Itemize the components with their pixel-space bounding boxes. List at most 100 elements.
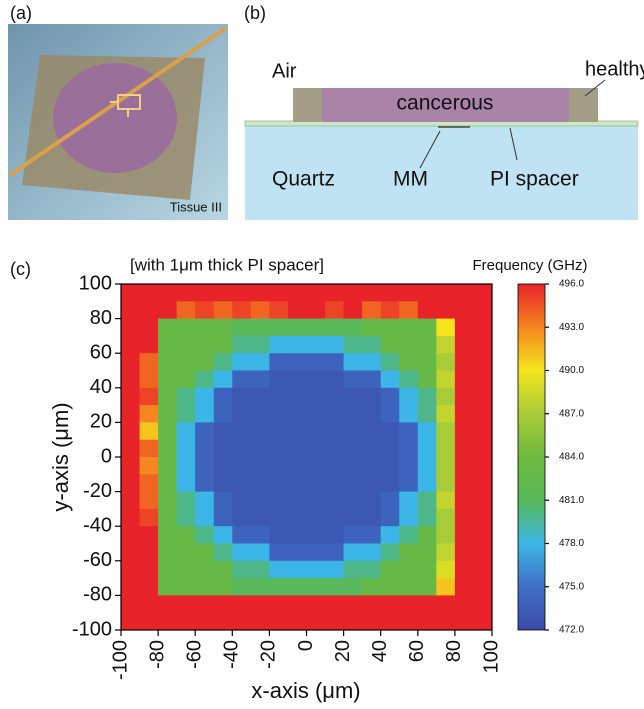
heatmap-cell — [288, 353, 307, 371]
heatmap-cell — [418, 457, 437, 475]
heatmap-cell — [473, 578, 492, 596]
heatmap-cell — [251, 440, 270, 458]
heatmap-cell — [177, 509, 196, 527]
heatmap-cell — [288, 474, 307, 492]
heatmap-cell — [269, 388, 288, 406]
x-tick-label: 40 — [369, 640, 391, 662]
heatmap-cell — [214, 544, 233, 562]
heatmap-cell — [455, 457, 474, 475]
heatmap-cell — [288, 422, 307, 440]
heatmap-cell — [473, 457, 492, 475]
heatmap-cell — [140, 301, 159, 319]
heatmap-cell — [121, 388, 140, 406]
heatmap-cell — [344, 440, 363, 458]
heatmap-cell — [325, 578, 344, 596]
heatmap-cell — [177, 474, 196, 492]
heatmap-cell — [121, 440, 140, 458]
heatmap-cell — [362, 405, 381, 423]
y-tick-label: 100 — [79, 272, 112, 294]
heatmap-cell — [121, 578, 140, 596]
heatmap-cell — [232, 388, 251, 406]
heatmap-cell — [251, 578, 270, 596]
heatmap-cell — [455, 509, 474, 527]
x-tick-label: 60 — [406, 640, 428, 662]
heatmap-cell — [307, 526, 326, 544]
heatmap-cell — [381, 457, 400, 475]
heatmap-cell — [455, 301, 474, 319]
heatmap-cell — [399, 474, 418, 492]
heatmap-cell — [269, 301, 288, 319]
heatmap-cell — [381, 578, 400, 596]
heatmap-cell — [418, 284, 437, 302]
photo-label: Tissue III — [170, 199, 222, 214]
heatmap-cell — [232, 353, 251, 371]
heatmap-cell — [269, 422, 288, 440]
heatmap-cell — [140, 336, 159, 354]
heatmap-cell — [269, 492, 288, 510]
heatmap-cell — [307, 474, 326, 492]
heatmap-cell — [381, 371, 400, 389]
heatmap-cell — [473, 509, 492, 527]
heatmap-cell — [251, 595, 270, 613]
heatmap-cell — [362, 613, 381, 631]
diagram-label: cancerous — [397, 92, 494, 115]
heatmap-cell — [344, 474, 363, 492]
heatmap-cell — [140, 595, 159, 613]
diagram-label: healthy — [585, 58, 644, 80]
x-tick-label: -20 — [258, 640, 280, 669]
heatmap-cell — [195, 336, 214, 354]
heatmap-cell — [251, 388, 270, 406]
diagram-label: Quartz — [272, 168, 335, 191]
heatmap-cell — [344, 595, 363, 613]
heatmap-cell — [307, 353, 326, 371]
heatmap-cell — [362, 422, 381, 440]
heatmap-cell — [436, 457, 455, 475]
heatmap-cell — [325, 336, 344, 354]
heatmap-cell — [140, 319, 159, 337]
heatmap-cell — [436, 353, 455, 371]
heatmap-cell — [399, 284, 418, 302]
heatmap-cell — [473, 613, 492, 631]
heatmap-cell — [140, 544, 159, 562]
heatmap-cell — [344, 578, 363, 596]
heatmap-cell — [214, 457, 233, 475]
heatmap-cell — [418, 405, 437, 423]
heatmap-cell — [436, 319, 455, 337]
heatmap-cell — [307, 405, 326, 423]
heatmap-cell — [251, 319, 270, 337]
heatmap-cell — [177, 561, 196, 579]
heatmap-cell — [381, 405, 400, 423]
heatmap-cell — [177, 284, 196, 302]
heatmap-cell — [140, 457, 159, 475]
heatmap-cell — [307, 388, 326, 406]
heatmap-cell — [251, 509, 270, 527]
heatmap-cell — [251, 492, 270, 510]
heatmap-cell — [140, 405, 159, 423]
heatmap-cell — [214, 336, 233, 354]
heatmap-cell — [307, 561, 326, 579]
heatmap-cell — [455, 371, 474, 389]
heatmap-cell — [269, 613, 288, 631]
heatmap-cell — [288, 544, 307, 562]
colorbar-tick-label: 493.0 — [559, 322, 584, 333]
heatmap-cell — [399, 457, 418, 475]
heatmap-cell — [195, 301, 214, 319]
heatmap-cell — [325, 509, 344, 527]
heatmap-cell — [214, 474, 233, 492]
heatmap-cell — [436, 595, 455, 613]
heatmap-cell — [399, 336, 418, 354]
heatmap-cell — [232, 509, 251, 527]
heatmap-cell — [232, 613, 251, 631]
heatmap-cell — [381, 284, 400, 302]
heatmap-cell — [288, 405, 307, 423]
heatmap-cell — [232, 336, 251, 354]
heatmap-cell — [436, 422, 455, 440]
heatmap-cell — [436, 388, 455, 406]
heatmap-cell — [177, 578, 196, 596]
heatmap-cell — [455, 492, 474, 510]
heatmap-cell — [399, 613, 418, 631]
heatmap-cell — [121, 371, 140, 389]
heatmap-cell — [418, 526, 437, 544]
heatmap-cell — [177, 336, 196, 354]
heatmap-cell — [195, 492, 214, 510]
